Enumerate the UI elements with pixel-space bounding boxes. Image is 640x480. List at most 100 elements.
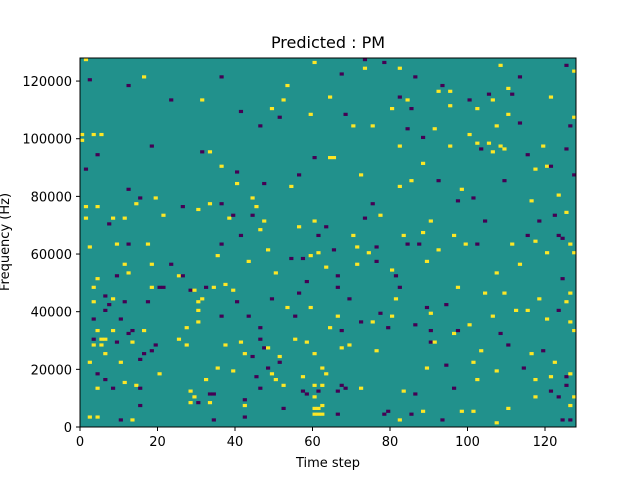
heatmap-cell: [122, 380, 127, 385]
heatmap-cell: [103, 294, 108, 298]
heatmap-cell: [142, 352, 147, 356]
heatmap-cell: [537, 297, 542, 301]
heatmap-cell: [335, 412, 340, 416]
heatmap-cell: [219, 202, 224, 206]
heatmap-cell: [118, 317, 123, 321]
heatmap-cell: [436, 89, 441, 93]
heatmap-cell: [556, 233, 561, 238]
heatmap-cell: [374, 349, 379, 353]
heatmap-cell: [231, 369, 236, 373]
heatmap-cell: [114, 274, 120, 278]
heatmap-cell: [355, 262, 360, 266]
heatmap-cell: [188, 401, 193, 405]
heatmap-cell: [517, 121, 523, 125]
heatmap-cell: [95, 372, 100, 376]
heatmap-cell: [126, 242, 131, 246]
heatmap-cell: [281, 406, 286, 410]
heatmap-cell: [324, 372, 329, 376]
heatmap-cell: [463, 242, 468, 246]
heatmap-cell: [486, 141, 492, 145]
heatmap-cell: [424, 259, 430, 263]
heatmap-cell: [572, 173, 577, 177]
heatmap-cell: [204, 377, 209, 382]
heatmap-cell: [316, 251, 321, 255]
heatmap-cell: [308, 305, 313, 310]
heatmap-cell: [517, 75, 523, 79]
x-tick-label: 80: [382, 435, 399, 450]
heatmap-cell: [130, 340, 135, 344]
heatmap-cell: [514, 308, 519, 312]
heatmap-cell: [552, 360, 557, 364]
heatmap-cell: [312, 406, 317, 410]
heatmap-cell: [335, 274, 340, 278]
heatmap-cell: [95, 328, 100, 333]
heatmap-cell: [273, 271, 278, 275]
y-tick-label: 20000: [31, 363, 72, 378]
heatmap-cell: [421, 409, 426, 413]
heatmap-cell: [393, 274, 399, 278]
heatmap-cell: [568, 242, 573, 246]
heatmap-cell: [397, 184, 402, 189]
heatmap-cell: [91, 343, 96, 347]
heatmap-cell: [153, 196, 158, 200]
heatmap-cell: [339, 383, 344, 387]
heatmap-cell: [424, 366, 430, 370]
heatmap-cell: [153, 343, 158, 347]
heatmap-cell: [316, 233, 321, 238]
heatmap-cell: [91, 132, 96, 137]
heatmap-cell: [304, 279, 309, 284]
heatmap-cell: [289, 256, 294, 261]
heatmap-cell: [250, 196, 255, 200]
heatmap-cell: [471, 360, 476, 364]
heatmap-cell: [541, 349, 546, 353]
heatmap-cell: [502, 179, 507, 183]
heatmap-cell: [130, 418, 135, 422]
heatmap-cell: [467, 98, 472, 102]
heatmap-cell: [362, 216, 368, 220]
heatmap-cell: [455, 328, 461, 333]
heatmap-cell: [355, 245, 360, 249]
heatmap-cell: [533, 377, 538, 382]
heatmap-cell: [564, 210, 569, 214]
heatmap-cell: [126, 271, 131, 275]
heatmap-cell: [548, 95, 554, 99]
heatmap-cell: [316, 389, 321, 393]
heatmap-cell: [409, 107, 414, 111]
heatmap-cell: [223, 282, 228, 287]
heatmap-cell: [138, 357, 143, 361]
heatmap-cell: [180, 274, 185, 278]
heatmap-cell: [304, 392, 309, 396]
heatmap-cell: [192, 395, 197, 399]
heatmap-cell: [188, 389, 193, 393]
heatmap-cell: [417, 242, 422, 246]
heatmap-cell: [568, 124, 573, 128]
heatmap-cell: [107, 303, 112, 307]
heatmap-cell: [196, 320, 201, 324]
heatmap-cell: [494, 124, 499, 128]
heatmap-cell: [533, 239, 538, 243]
heatmap-cell: [428, 340, 433, 344]
heatmap-cell: [176, 274, 182, 278]
heatmap-cell: [266, 346, 271, 350]
heatmap-cell: [200, 150, 205, 154]
heatmap-cell: [242, 403, 247, 408]
heatmap-cell: [138, 196, 143, 200]
heatmap-cell: [126, 331, 131, 336]
heatmap-cell: [409, 412, 414, 416]
heatmap-cell: [494, 271, 499, 275]
heatmap-cell: [262, 181, 267, 186]
heatmap-cell: [238, 233, 244, 238]
heatmap-cell: [390, 268, 395, 272]
heatmap-cell: [83, 58, 89, 62]
heatmap-cell: [331, 248, 337, 252]
heatmap-cell: [331, 156, 337, 160]
heatmap-cell: [300, 256, 306, 261]
heatmap-cell: [483, 219, 488, 223]
heatmap-cell: [297, 291, 302, 295]
heatmap-cell: [281, 383, 286, 387]
heatmap-cell: [459, 409, 464, 413]
heatmap-cell: [269, 372, 275, 376]
heatmap-cell: [250, 354, 255, 359]
heatmap-cell: [378, 213, 383, 217]
heatmap-cell: [533, 395, 538, 399]
